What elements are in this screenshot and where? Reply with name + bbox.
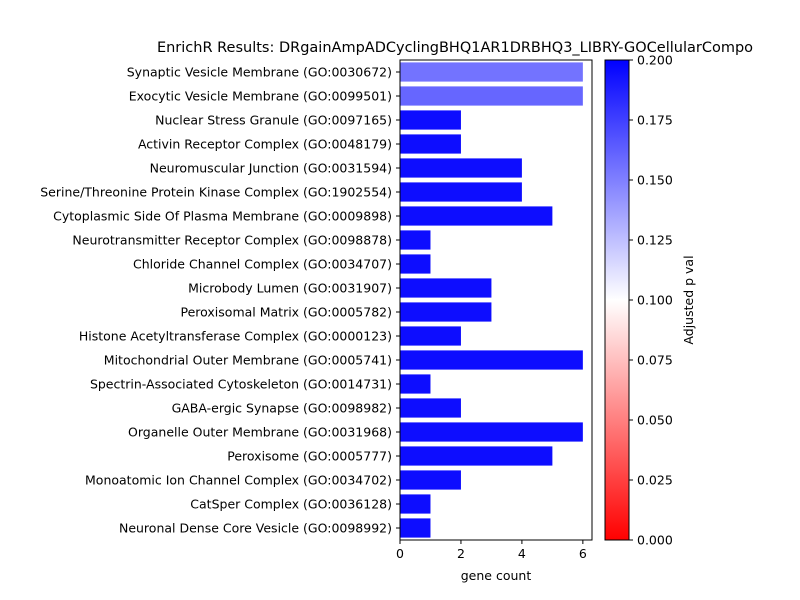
y-tick-label: Activin Receptor Complex (GO:0048179)	[138, 137, 392, 152]
colorbar-tick-label: 0.000	[637, 533, 673, 548]
x-tick-label: 6	[579, 546, 587, 561]
bar	[400, 62, 583, 82]
plot-frame	[399, 59, 593, 541]
chart-title: EnrichR Results: DRgainAmpADCyclingBHQ1A…	[157, 40, 753, 56]
bar	[400, 374, 431, 394]
bar	[400, 110, 461, 130]
bar	[400, 398, 461, 418]
y-tick-label: Synaptic Vesicle Membrane (GO:0030672)	[127, 65, 392, 80]
y-tick-label: Neuromuscular Junction (GO:0031594)	[150, 161, 392, 176]
bar	[400, 494, 431, 514]
y-tick-label: Serine/Threonine Protein Kinase Complex …	[40, 185, 392, 200]
x-tick-label: 4	[518, 546, 526, 561]
y-tick-label: Exocytic Vesicle Membrane (GO:0099501)	[129, 89, 392, 104]
bar	[400, 134, 461, 154]
y-tick-label: Cytoplasmic Side Of Plasma Membrane (GO:…	[53, 209, 392, 224]
colorbar	[604, 59, 630, 541]
y-tick-label: Peroxisome (GO:0005777)	[227, 449, 392, 464]
y-tick-label: Peroxisomal Matrix (GO:0005782)	[181, 305, 393, 320]
bar	[400, 518, 431, 538]
y-tick-label: Histone Acetyltransferase Complex (GO:00…	[79, 329, 392, 344]
colorbar-tick-label: 0.200	[637, 53, 673, 68]
bar	[400, 182, 522, 202]
bar	[400, 230, 431, 250]
y-tick-label: Monoatomic Ion Channel Complex (GO:00347…	[85, 473, 392, 488]
y-tick-label: Organelle Outer Membrane (GO:0031968)	[128, 425, 392, 440]
y-tick-label: Neurotransmitter Receptor Complex (GO:00…	[72, 233, 392, 248]
bar	[400, 254, 431, 274]
bar	[400, 422, 583, 442]
y-tick-label: CatSper Complex (GO:0036128)	[190, 497, 392, 512]
colorbar-tick-label: 0.050	[637, 413, 673, 428]
x-axis-label: gene count	[461, 568, 532, 583]
y-tick-label: GABA-ergic Synapse (GO:0098982)	[172, 401, 392, 416]
bar	[400, 86, 583, 106]
y-tick-label: Microbody Lumen (GO:0031907)	[188, 281, 392, 296]
x-tick-label: 2	[457, 546, 465, 561]
y-tick-label: Spectrin-Associated Cytoskeleton (GO:001…	[90, 377, 392, 392]
colorbar-tick-label: 0.025	[637, 473, 673, 488]
y-tick-label: Neuronal Dense Core Vesicle (GO:0098992)	[119, 521, 392, 536]
plot-area: Synaptic Vesicle Membrane (GO:0030672) Ex…	[40, 62, 587, 561]
x-tick-label: 0	[396, 546, 404, 561]
colorbar-tick-label: 0.125	[637, 233, 673, 248]
bar	[400, 158, 522, 178]
colorbar-tick-label: 0.175	[637, 113, 673, 128]
bar	[400, 302, 492, 322]
bar	[400, 350, 583, 370]
y-tick-label: Nuclear Stress Granule (GO:0097165)	[155, 113, 392, 128]
bar	[400, 446, 553, 466]
bar	[400, 326, 461, 346]
colorbar-tick-label: 0.150	[637, 173, 673, 188]
colorbar-tick-label: 0.100	[637, 293, 673, 308]
y-tick-label: Chloride Channel Complex (GO:0034707)	[133, 257, 392, 272]
colorbar-tick-label: 0.075	[637, 353, 673, 368]
bar	[400, 206, 553, 226]
bar	[400, 278, 492, 298]
y-tick-label: Mitochondrial Outer Membrane (GO:0005741…	[104, 353, 392, 368]
colorbar-ticks: 0.000 0.025 0.050 0.075 0.100 0.125 0.150 0.175…	[629, 53, 673, 548]
bar	[400, 470, 461, 490]
colorbar-label: Adjusted p val	[681, 255, 696, 344]
